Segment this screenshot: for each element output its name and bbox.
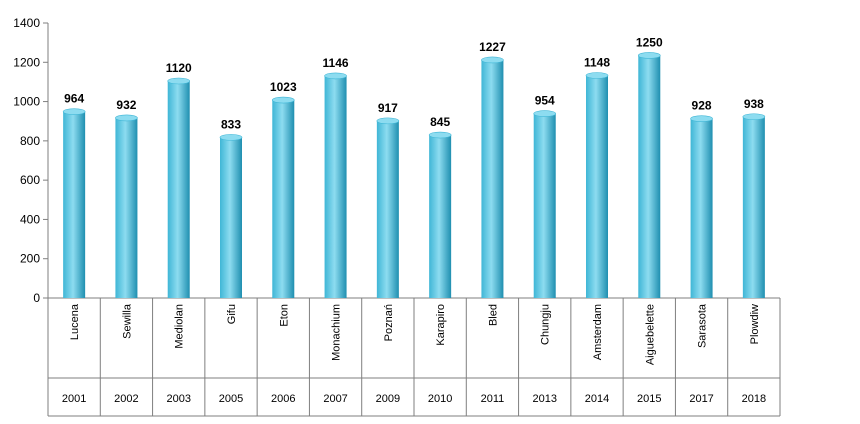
x-year-label: 2018 <box>742 393 766 405</box>
bar <box>533 113 556 298</box>
x-year-label: 2001 <box>62 393 86 405</box>
bar-cap <box>428 131 452 139</box>
x-year-label: 2002 <box>114 393 138 405</box>
y-tick-label: 400 <box>20 212 40 226</box>
bar-cap <box>219 134 243 141</box>
bar <box>272 100 295 298</box>
x-category-label: Amsterdam <box>592 304 604 360</box>
x-year-label: 2007 <box>323 393 347 405</box>
x-category-label: Karapiro <box>435 304 447 346</box>
bar <box>638 55 661 298</box>
bar-cap <box>690 115 713 123</box>
bar-cap <box>62 108 86 115</box>
bar-cap <box>376 117 400 125</box>
bar-value-label: 938 <box>744 97 764 111</box>
bar <box>115 117 138 298</box>
x-category-label: Sewilla <box>121 303 133 339</box>
x-year-label: 2011 <box>481 393 505 405</box>
bar <box>63 111 86 299</box>
x-category-label: Mediolan <box>174 304 186 349</box>
bar-value-label: 954 <box>535 94 555 108</box>
bar-value-label: 964 <box>64 92 84 106</box>
y-tick-label: 600 <box>20 173 40 187</box>
bar-value-label: 928 <box>692 99 712 113</box>
x-category-label: Bled <box>487 304 499 326</box>
x-year-label: 2010 <box>428 393 452 405</box>
bar-value-label: 845 <box>430 115 450 129</box>
bar-cap <box>271 96 295 104</box>
x-category-label: Gifu <box>226 304 238 324</box>
bar-value-label: 1023 <box>270 80 297 94</box>
bar-value-label: 932 <box>116 98 136 112</box>
bar <box>690 118 713 298</box>
x-year-label: 2017 <box>689 393 713 405</box>
bar <box>742 116 765 298</box>
x-year-label: 2009 <box>376 393 400 405</box>
x-year-label: 2013 <box>532 393 556 405</box>
bar-value-label: 1227 <box>479 40 506 54</box>
bar-value-label: 1250 <box>636 35 663 49</box>
bar <box>429 135 452 298</box>
bar-value-label: 917 <box>378 101 398 115</box>
bar-cap <box>167 77 191 85</box>
bar-cap <box>481 56 504 64</box>
y-tick-label: 1200 <box>13 55 40 69</box>
y-tick-label: 0 <box>33 291 40 305</box>
y-tick-label: 1000 <box>13 95 40 109</box>
y-tick-label: 1400 <box>13 16 40 30</box>
bar-value-label: 1146 <box>323 56 349 70</box>
y-tick-label: 800 <box>20 134 40 148</box>
bar-cap <box>585 72 609 79</box>
x-year-label: 2005 <box>219 393 243 405</box>
x-category-label: Monachium <box>331 304 343 361</box>
x-category-label: Chungju <box>540 304 552 345</box>
x-category-label: Sarasota <box>697 303 709 348</box>
bar <box>220 137 242 298</box>
bar-cap <box>533 110 557 117</box>
bar-value-label: 1148 <box>584 56 610 70</box>
x-category-label: Plowdiw <box>749 304 761 344</box>
x-category-label: Poznań <box>383 304 395 341</box>
bar <box>167 81 190 298</box>
y-tick-label: 200 <box>20 252 40 266</box>
x-category-label: Aiguebelette <box>644 304 656 365</box>
bar <box>481 59 504 298</box>
x-year-label: 2015 <box>637 393 661 405</box>
bar-cap <box>742 113 766 121</box>
bar <box>376 120 399 298</box>
x-year-label: 2014 <box>585 393 609 405</box>
x-year-label: 2003 <box>166 393 190 405</box>
bar-value-label: 1120 <box>166 61 192 75</box>
x-year-label: 2006 <box>271 393 295 405</box>
bar-cap <box>324 72 347 80</box>
bar <box>324 75 347 299</box>
bar-cap <box>637 52 661 59</box>
x-category-label: Eton <box>278 304 290 327</box>
bar-value-label: 833 <box>221 117 241 131</box>
bar-cap <box>115 114 138 122</box>
x-category-label: Lucena <box>69 303 81 340</box>
bar <box>586 75 608 298</box>
